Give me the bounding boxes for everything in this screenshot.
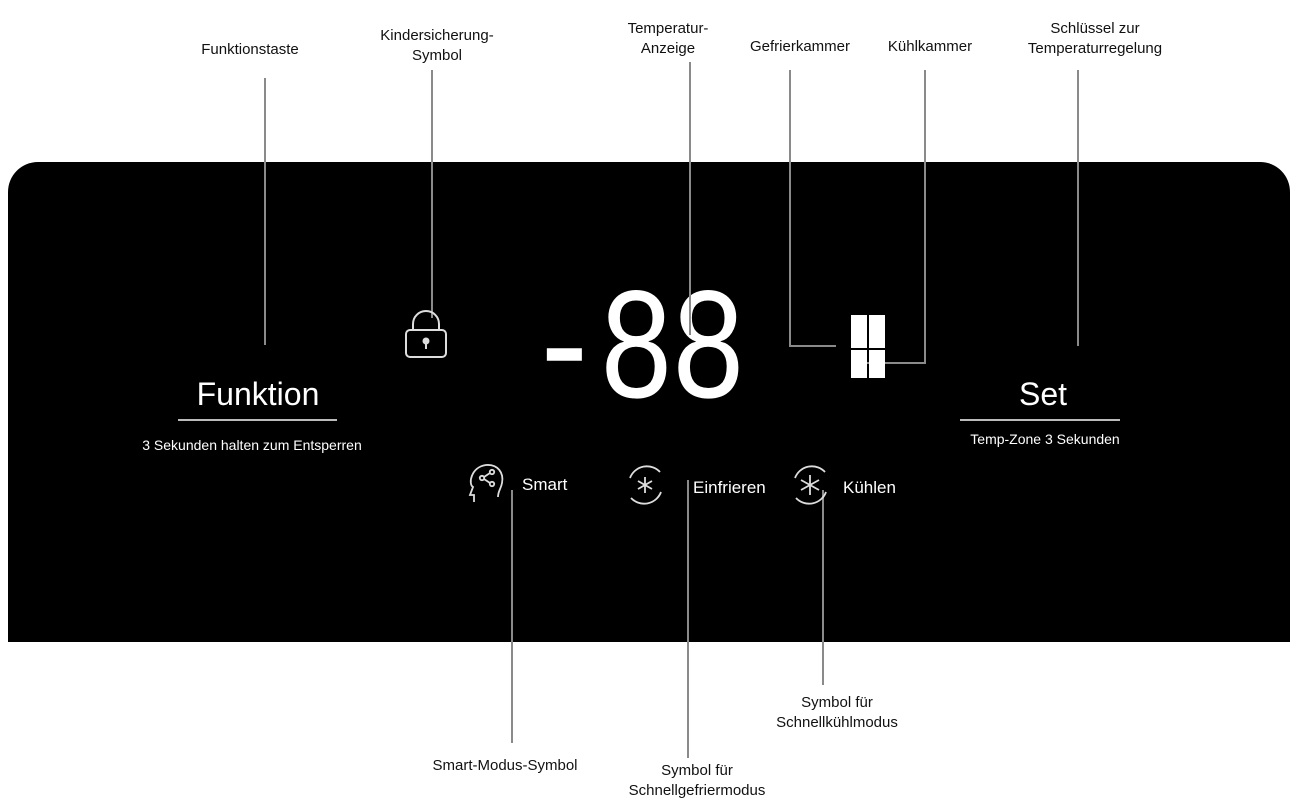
function-underline: [178, 419, 337, 421]
mode-kuehlen[interactable]: Kühlen: [843, 478, 896, 497]
asterisk-cool-icon: [794, 465, 827, 505]
callout-temp-key: Schlüssel zur Temperaturregelung: [1028, 19, 1162, 59]
callout-freezer: Gefrierkammer: [749, 38, 851, 55]
leader-lines: [264, 70, 1079, 758]
function-button[interactable]: Funktion: [196, 376, 320, 412]
set-underline: [960, 419, 1120, 421]
function-hint: 3 Sekunden halten zum Entsperren: [142, 437, 362, 453]
callout-temp-key-line2: Temperaturregelung: [1027, 40, 1163, 57]
callout-temp-display: Temperatur- Anzeige: [628, 19, 709, 59]
callout-function-key: Funktionstaste: [201, 41, 299, 58]
compartment-icon: [851, 315, 885, 378]
callout-fridge: Kühlkammer: [887, 38, 973, 55]
callout-child-lock-line2: Symbol: [411, 47, 463, 64]
callout-smart-symbol: Smart-Modus-Symbol: [432, 757, 578, 774]
smart-head-icon: [468, 464, 504, 502]
temperature-display: -88: [525, 265, 747, 446]
callout-fast-cool-line2: Schnellkühlmodus: [776, 714, 898, 731]
callout-fast-freeze: Symbol für Schnellgefriermodus: [629, 761, 766, 801]
callout-temp-key-line1: Schlüssel zur: [1050, 20, 1140, 37]
lock-icon: [405, 310, 447, 358]
callout-child-lock-line1: Kindersicherung-: [380, 27, 494, 44]
callout-fast-cool: Symbol für Schnellkühlmodus: [776, 693, 898, 733]
set-button[interactable]: Set: [1018, 376, 1068, 412]
callout-child-lock: Kindersicherung- Symbol: [380, 26, 493, 66]
snowflake-icon: [629, 465, 662, 505]
callout-fast-freeze-line2: Schnellgefriermodus: [628, 782, 766, 799]
freezer-compartment-icon: [851, 315, 867, 348]
callout-temp-display-line1: Temperatur-: [627, 20, 709, 37]
mode-einfrieren[interactable]: Einfrieren: [693, 478, 766, 497]
fridge-compartment-icon: [851, 350, 867, 378]
leader-freezer: [789, 70, 836, 347]
callout-fast-cool-line1: Symbol für: [801, 694, 873, 711]
control-panel: [8, 162, 1290, 642]
mode-smart[interactable]: Smart: [522, 475, 568, 494]
set-hint: Temp-Zone 3 Sekunden: [970, 431, 1120, 447]
callout-fast-freeze-line1: Symbol für: [661, 762, 733, 779]
callout-temp-display-line2: Anzeige: [640, 40, 696, 57]
